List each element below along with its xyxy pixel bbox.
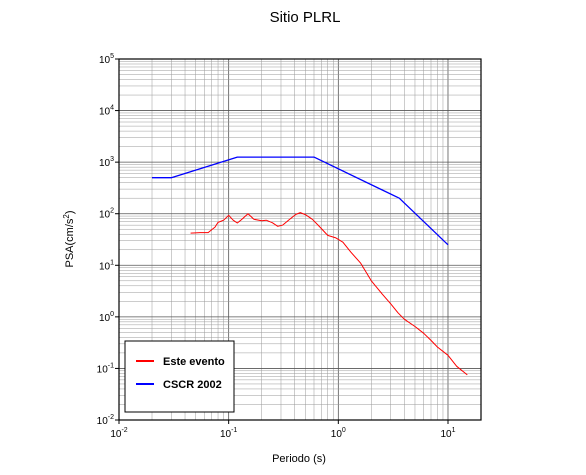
legend-label-este-evento: Este evento <box>163 356 225 368</box>
y-tick-label: 105 <box>99 53 114 66</box>
x-tick-label: 100 <box>331 427 346 440</box>
y-tick-label: 10-2 <box>97 414 114 427</box>
legend: Este evento CSCR 2002 <box>124 340 235 413</box>
y-tick-label: 104 <box>99 105 114 118</box>
legend-label-cscr-2002: CSCR 2002 <box>163 379 222 391</box>
x-tick-label: 10-2 <box>110 427 127 440</box>
series-line-este-evento <box>190 212 468 376</box>
y-axis-label: PSA(cm/s2) <box>62 210 77 267</box>
x-tick-label: 101 <box>440 427 455 440</box>
chart-grid <box>118 58 482 421</box>
x-tick-label: 10-1 <box>220 427 237 440</box>
y-axis-ticks: 10-2 10-1 100 101 102 103 104 105 <box>97 53 119 427</box>
y-tick-label: 100 <box>99 311 114 324</box>
y-tick-label: 102 <box>99 208 114 221</box>
y-tick-label: 101 <box>99 259 114 272</box>
x-axis-ticks: 10-2 10-1 100 101 <box>110 420 456 440</box>
series-layer <box>152 156 468 376</box>
chart-title: Sitio PLRL <box>270 9 341 26</box>
series-line-cscr-2002 <box>152 156 449 246</box>
plot-frame <box>118 58 482 421</box>
x-axis-label: Periodo (s) <box>272 453 326 465</box>
y-tick-label: 10-1 <box>97 362 114 375</box>
legend-box <box>124 340 235 413</box>
y-tick-label: 103 <box>99 156 114 169</box>
